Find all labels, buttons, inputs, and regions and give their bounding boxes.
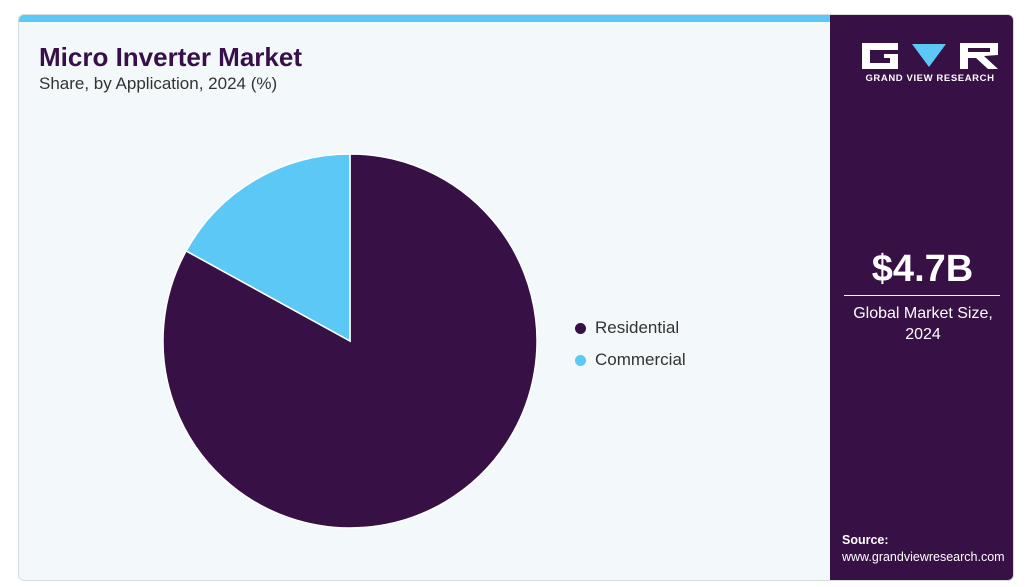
info-sidebar: GRAND VIEW RESEARCH $4.7B Global Market … bbox=[830, 15, 1013, 580]
logo-caption: GRAND VIEW RESEARCH bbox=[865, 73, 995, 84]
market-size-value: $4.7B bbox=[871, 248, 974, 290]
accent-bar bbox=[19, 15, 830, 22]
chart-subtitle: Share, by Application, 2024 (%) bbox=[39, 74, 278, 93]
legend-dot-residential bbox=[575, 322, 586, 334]
gvr-logo-icon bbox=[862, 43, 998, 69]
pie-slice-commercial bbox=[185, 153, 351, 343]
source-title: Source: bbox=[842, 533, 889, 547]
market-size-label: Global Market Size, 2024 bbox=[842, 303, 1004, 345]
source-link[interactable]: www.grandviewresearch.com bbox=[842, 550, 1005, 564]
chart-title: Micro Inverter Market bbox=[39, 42, 302, 72]
pie-chart bbox=[162, 153, 538, 529]
chart-card: Micro Inverter Market Share, by Applicat… bbox=[18, 14, 1014, 581]
legend-label-commercial: Commercial bbox=[595, 350, 686, 369]
brand-logo: GRAND VIEW RESEARCH bbox=[860, 41, 1000, 84]
chart-legend: Residential Commercial bbox=[575, 312, 686, 376]
legend-item-residential: Residential bbox=[575, 312, 686, 344]
market-label-line1: Global Market Size, bbox=[853, 305, 993, 322]
divider bbox=[844, 295, 1000, 296]
legend-dot-commercial bbox=[575, 354, 586, 366]
chart-panel: Micro Inverter Market Share, by Applicat… bbox=[19, 15, 830, 580]
legend-item-commercial: Commercial bbox=[575, 344, 686, 376]
legend-label-residential: Residential bbox=[595, 318, 680, 337]
market-label-line2: 2024 bbox=[905, 326, 941, 343]
